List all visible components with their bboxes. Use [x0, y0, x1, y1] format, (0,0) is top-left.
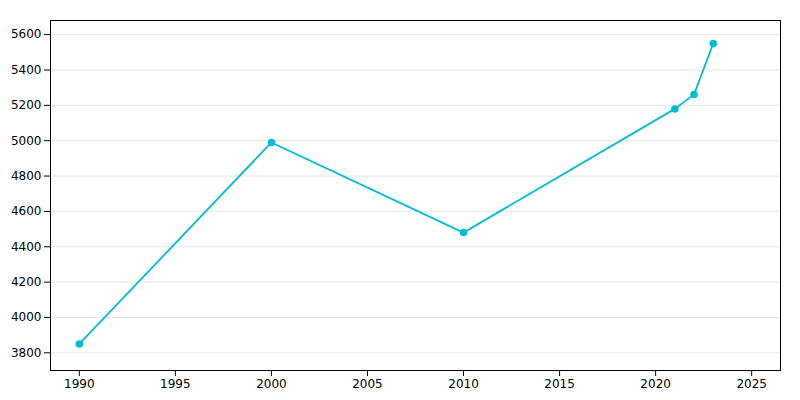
svg-text:2025: 2025 — [736, 377, 767, 391]
svg-text:4000: 4000 — [11, 310, 42, 324]
svg-text:5400: 5400 — [11, 63, 42, 77]
svg-text:5200: 5200 — [11, 98, 42, 112]
svg-text:2020: 2020 — [640, 377, 671, 391]
svg-text:1990: 1990 — [64, 377, 95, 391]
svg-text:4200: 4200 — [11, 275, 42, 289]
svg-text:3800: 3800 — [11, 346, 42, 360]
svg-text:5000: 5000 — [11, 134, 42, 148]
svg-text:2000: 2000 — [256, 377, 287, 391]
svg-text:4800: 4800 — [11, 169, 42, 183]
svg-text:2005: 2005 — [352, 377, 383, 391]
svg-text:4400: 4400 — [11, 240, 42, 254]
svg-text:5600: 5600 — [11, 27, 42, 41]
svg-text:2015: 2015 — [544, 377, 575, 391]
svg-text:1995: 1995 — [160, 377, 191, 391]
svg-text:2010: 2010 — [448, 377, 479, 391]
svg-text:4600: 4600 — [11, 204, 42, 218]
